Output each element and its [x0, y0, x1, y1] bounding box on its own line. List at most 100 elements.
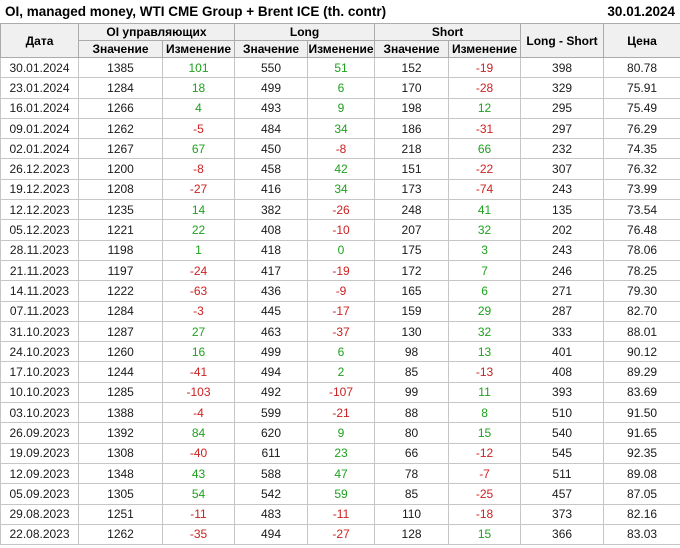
cell-oi: 1235 — [78, 199, 163, 221]
cell-short: 172 — [374, 259, 450, 282]
cell-oi: 1287 — [78, 320, 163, 343]
cell-short: 207 — [374, 219, 450, 241]
col-header-long-change: Изменение — [307, 40, 376, 58]
cell-oi-chg: 4 — [161, 97, 236, 119]
cell-date: 17.10.2023 — [0, 361, 79, 383]
cell-long: 483 — [234, 503, 309, 525]
cell-date: 12.12.2023 — [0, 199, 79, 221]
table-row: 23.01.2024 1284 18 499 6 170 -28 329 75.91 — [0, 77, 680, 99]
cell-price: 74.35 — [603, 138, 680, 160]
cell-long-chg: 2 — [307, 361, 376, 383]
cell-price: 89.08 — [603, 462, 680, 485]
cell-oi: 1305 — [78, 483, 163, 505]
cell-short-chg: 32 — [448, 219, 522, 241]
cell-short-chg: 13 — [448, 341, 522, 363]
table-row: 28.11.2023 1198 1 418 0 175 3 243 78.06 — [0, 239, 680, 261]
cell-long-short: 398 — [520, 56, 605, 79]
cell-date: 02.01.2024 — [0, 138, 79, 160]
cell-long-chg: -107 — [307, 381, 376, 404]
cell-long-chg: -37 — [307, 320, 376, 343]
cell-oi-chg: 84 — [161, 422, 236, 444]
cell-long: 611 — [234, 442, 309, 464]
table-row: 29.08.2023 1251 -11 483 -11 110 -18 373 82.16 — [0, 503, 680, 525]
cell-price: 82.16 — [603, 503, 680, 525]
cell-long: 620 — [234, 422, 309, 444]
cell-price: 73.99 — [603, 178, 680, 201]
cell-oi: 1392 — [78, 422, 163, 444]
cell-short-chg: -28 — [448, 77, 522, 99]
col-header-oi-group: OI управляющих — [77, 23, 236, 41]
col-header-short-value: Значение — [374, 40, 450, 58]
cell-oi: 1262 — [78, 523, 163, 546]
cell-short: 175 — [374, 239, 450, 261]
table-row: 07.11.2023 1284 -3 445 -17 159 29 287 82.70 — [0, 300, 680, 322]
cell-long-short: 246 — [520, 259, 605, 282]
table-row: 30.01.2024 1385 101 550 51 152 -19 398 80.78 — [0, 56, 680, 79]
cell-price: 80.78 — [603, 56, 680, 79]
cell-short: 80 — [374, 422, 450, 444]
cell-short: 66 — [374, 442, 450, 464]
cell-oi: 1267 — [78, 138, 163, 160]
cell-long-chg: 51 — [307, 56, 376, 79]
cell-oi: 1251 — [78, 503, 163, 525]
cell-short: 170 — [374, 77, 450, 99]
cell-price: 83.69 — [603, 381, 680, 404]
cell-date: 05.12.2023 — [0, 219, 79, 241]
cell-long-short: 307 — [520, 158, 605, 180]
cell-oi: 1222 — [78, 280, 163, 302]
cell-date: 29.08.2023 — [0, 503, 79, 525]
cell-oi-chg: 54 — [161, 483, 236, 505]
cell-short: 98 — [374, 341, 450, 363]
cell-oi: 1285 — [78, 381, 163, 404]
table-row: 12.12.2023 1235 14 382 -26 248 41 135 73.54 — [0, 199, 680, 221]
cell-long-short: 271 — [520, 280, 605, 302]
report-title: OI, managed money, WTI CME Group + Brent… — [5, 4, 387, 19]
cell-long-short: 393 — [520, 381, 605, 404]
col-header-long-group: Long — [234, 23, 376, 41]
cell-long: 463 — [234, 320, 309, 343]
cell-long-short: 243 — [520, 178, 605, 201]
cell-long: 494 — [234, 361, 309, 383]
cell-oi-chg: -103 — [161, 381, 236, 404]
cell-long-short: 401 — [520, 341, 605, 363]
cell-long-short: 510 — [520, 402, 605, 424]
cell-short-chg: 6 — [448, 280, 522, 302]
cell-long: 382 — [234, 199, 309, 221]
cell-price: 78.06 — [603, 239, 680, 261]
table-row: 26.09.2023 1392 84 620 9 80 15 540 91.65 — [0, 422, 680, 444]
cell-oi: 1200 — [78, 158, 163, 180]
cell-oi-chg: 43 — [161, 462, 236, 485]
report-titlebar: OI, managed money, WTI CME Group + Brent… — [0, 0, 680, 23]
cell-long-chg: 9 — [307, 422, 376, 444]
cell-oi-chg: -35 — [161, 523, 236, 546]
col-header-short-change: Изменение — [448, 40, 522, 58]
cell-price: 82.70 — [603, 300, 680, 322]
cell-short-chg: -31 — [448, 117, 522, 140]
table-row: 21.11.2023 1197 -24 417 -19 172 7 246 78.25 — [0, 259, 680, 282]
table-row: 05.12.2023 1221 22 408 -10 207 32 202 76.48 — [0, 219, 680, 241]
cell-date: 07.11.2023 — [0, 300, 79, 322]
cell-long: 499 — [234, 77, 309, 99]
cell-price: 92.35 — [603, 442, 680, 464]
table-row: 16.01.2024 1266 4 493 9 198 12 295 75.49 — [0, 97, 680, 119]
cell-short-chg: 15 — [448, 422, 522, 444]
cell-long: 599 — [234, 402, 309, 424]
cell-price: 78.25 — [603, 259, 680, 282]
table-row: 24.10.2023 1260 16 499 6 98 13 401 90.12 — [0, 341, 680, 363]
col-header-long-value: Значение — [234, 40, 309, 58]
cell-date: 28.11.2023 — [0, 239, 79, 261]
cell-short: 128 — [374, 523, 450, 546]
cell-price: 91.65 — [603, 422, 680, 444]
cell-oi-chg: -3 — [161, 300, 236, 322]
cell-long-chg: 9 — [307, 97, 376, 119]
cell-short-chg: 7 — [448, 259, 522, 282]
cell-short: 218 — [374, 138, 450, 160]
cell-short: 85 — [374, 361, 450, 383]
cell-long-short: 295 — [520, 97, 605, 119]
cell-date: 03.10.2023 — [0, 402, 79, 424]
cell-long-chg: -17 — [307, 300, 376, 322]
cell-short: 159 — [374, 300, 450, 322]
cell-short: 88 — [374, 402, 450, 424]
cell-long: 445 — [234, 300, 309, 322]
table-row: 02.01.2024 1267 67 450 -8 218 66 232 74.35 — [0, 138, 680, 160]
